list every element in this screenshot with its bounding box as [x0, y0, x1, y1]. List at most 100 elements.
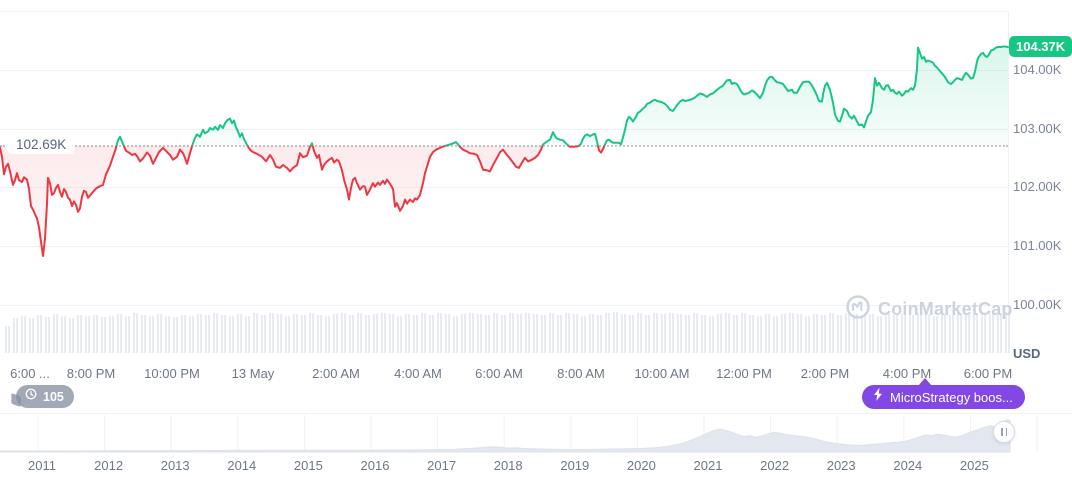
x-axis-label: 10:00 PM [144, 366, 200, 381]
x-axis-label: 2:00 AM [312, 366, 360, 381]
coinmarketcap-watermark: CoinMarketCap [845, 294, 1013, 325]
history-events-badge[interactable]: 105 [16, 385, 74, 408]
y-axis-label: 100.00K [1013, 296, 1062, 312]
volume-bar [509, 313, 515, 353]
x-axis-label: 8:00 AM [557, 366, 605, 381]
minimap-history-area [0, 419, 1011, 453]
gridline [0, 70, 1008, 71]
volume-bar [781, 314, 787, 353]
history-count: 105 [43, 389, 64, 404]
watermark-text: CoinMarketCap [878, 299, 1013, 319]
x-axis-label: 6:00 ... [10, 366, 50, 381]
price-area-fill [0, 145, 605, 256]
year-label: 2013 [160, 458, 190, 473]
volume-bar [973, 313, 979, 353]
price-chart-canvas[interactable] [0, 0, 1010, 360]
range-handle-icon [1001, 428, 1003, 436]
volume-bar [797, 314, 803, 353]
volume-bar [805, 316, 811, 353]
price-line [115, 45, 1009, 146]
volume-bar [853, 314, 859, 353]
volume-bar [453, 316, 459, 353]
volume-bar [469, 313, 475, 353]
gridline [0, 187, 1008, 189]
volume-bar [557, 315, 563, 353]
volume-bar [333, 314, 339, 353]
volume-bar [149, 316, 155, 353]
volume-bar [685, 315, 691, 353]
volume-bar [997, 314, 1003, 353]
volume-bar [837, 315, 843, 353]
baseline-price-label: 102.69K [7, 135, 76, 154]
section-divider [0, 413, 1072, 414]
volume-bar [773, 316, 779, 353]
y-axis-label: 102.00K [1013, 179, 1062, 195]
volume-bar [261, 315, 267, 353]
year-label: 2012 [94, 458, 124, 473]
volume-bar [245, 316, 251, 353]
range-handle-icon [1005, 428, 1007, 436]
news-label: MicroStrategy boos... [890, 389, 1013, 405]
volume-bar [141, 315, 147, 353]
volume-bar [77, 315, 83, 353]
volume-bar [437, 313, 443, 353]
volume-bar [925, 314, 931, 353]
volume-bar [829, 313, 835, 353]
volume-bar [237, 314, 243, 353]
gridline [0, 11, 1008, 12]
volume-bar [605, 313, 611, 353]
volume-bar [485, 315, 491, 353]
volume-bar [893, 315, 899, 353]
year-label: 2022 [760, 458, 790, 473]
volume-bar [981, 314, 987, 353]
range-handle[interactable] [993, 421, 1015, 443]
volume-bar [477, 314, 483, 353]
volume-bar [421, 313, 427, 353]
x-axis-label: 4:00 PM [882, 366, 932, 381]
x-axis-label: 2:00 PM [800, 366, 850, 381]
y-axis-label: 101.00K [1013, 238, 1062, 254]
lightning-icon [872, 387, 884, 407]
volume-bar [125, 316, 131, 353]
volume-bar [965, 315, 971, 353]
volume-bar [325, 316, 331, 353]
gridline [0, 304, 1008, 306]
volume-bar [669, 313, 675, 353]
volume-bar [989, 313, 995, 353]
x-axis-label: 4:00 AM [394, 366, 442, 381]
volume-bar [301, 315, 307, 353]
news-badge-pointer [918, 378, 932, 386]
volume-bar [933, 316, 939, 353]
x-axis-label: 12:00 PM [716, 366, 772, 381]
year-label: 2011 [28, 458, 56, 473]
volume-bar [717, 314, 723, 353]
volume-bar [29, 318, 35, 353]
volume-bar [701, 315, 707, 353]
volume-bar [461, 314, 467, 353]
history-clock-icon [24, 387, 38, 406]
news-annotation-badge[interactable]: MicroStrategy boos... [862, 378, 1025, 409]
volume-bar [293, 314, 299, 353]
volume-bar [221, 315, 227, 353]
volume-bar [885, 314, 891, 353]
volume-bar [661, 314, 667, 353]
x-axis-label: 10:00 AM [634, 366, 690, 381]
volume-bar [21, 316, 27, 353]
volume-bar [917, 313, 923, 353]
volume-bar [821, 315, 827, 353]
year-label: 2019 [560, 458, 590, 473]
year-label: 2014 [227, 458, 257, 473]
volume-bar [445, 314, 451, 353]
volume-bar [653, 313, 659, 353]
volume-bar [645, 315, 651, 353]
volume-bar [909, 315, 915, 353]
volume-bar [517, 314, 523, 353]
volume-bar [693, 313, 699, 353]
volume-bar [549, 313, 555, 353]
year-label: 2024 [893, 458, 923, 473]
volume-bar [501, 315, 507, 353]
volume-bar [285, 316, 291, 353]
timeline-minimap[interactable] [0, 415, 1045, 453]
year-label: 2023 [826, 458, 856, 473]
x-axis-label: 8:00 PM [66, 366, 116, 381]
